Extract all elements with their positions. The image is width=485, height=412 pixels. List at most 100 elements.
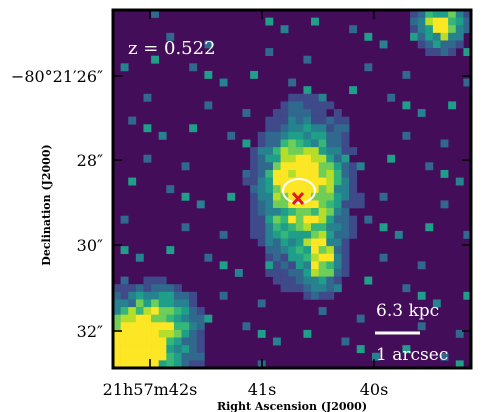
image-pixel	[135, 307, 144, 315]
image-pixel	[356, 192, 365, 201]
image-pixel	[440, 139, 449, 148]
image-pixel	[257, 299, 266, 308]
image-pixel	[311, 253, 319, 262]
image-pixel	[318, 215, 327, 224]
image-pixel	[303, 124, 312, 133]
image-pixel	[288, 169, 297, 178]
image-pixel	[143, 360, 152, 369]
image-pixel	[272, 261, 281, 270]
image-pixel	[341, 246, 350, 255]
image-pixel	[173, 299, 182, 308]
image-pixel	[272, 246, 281, 255]
image-pixel	[120, 276, 129, 285]
image-pixel	[135, 284, 144, 293]
image-pixel	[311, 200, 319, 209]
image-pixel	[311, 101, 319, 110]
image-pixel	[265, 230, 274, 239]
image-pixel	[318, 276, 327, 285]
image-pixel	[349, 169, 358, 178]
image-pixel	[143, 291, 152, 300]
image-pixel	[288, 147, 297, 156]
image-pixel	[151, 329, 160, 338]
image-pixel	[425, 40, 434, 49]
image-pixel	[166, 307, 175, 315]
image-pixel	[181, 299, 190, 308]
image-pixel	[303, 185, 312, 194]
image-pixel	[303, 276, 312, 285]
image-pixel	[265, 192, 274, 201]
image-pixel	[257, 147, 266, 156]
image-pixel	[303, 208, 312, 216]
image-pixel	[242, 169, 251, 178]
image-pixel	[158, 276, 167, 285]
image-pixel	[189, 329, 198, 338]
image-pixel	[280, 223, 289, 232]
image-pixel	[181, 291, 190, 300]
image-pixel	[204, 40, 213, 49]
image-pixel	[311, 162, 319, 171]
image-pixel	[288, 124, 297, 133]
image-pixel	[295, 162, 304, 171]
image-pixel	[280, 200, 289, 209]
image-pixel	[143, 284, 152, 293]
image-pixel	[288, 230, 297, 239]
image-pixel	[349, 215, 358, 224]
image-pixel	[242, 139, 251, 148]
image-pixel	[318, 116, 327, 125]
image-pixel	[272, 162, 281, 171]
image-pixel	[265, 139, 274, 148]
image-pixel	[318, 131, 327, 140]
image-pixel	[219, 261, 228, 270]
image-pixel	[311, 284, 319, 293]
image-pixel	[455, 360, 464, 369]
image-pixel	[166, 345, 175, 354]
image-pixel	[326, 261, 335, 270]
image-pixel	[272, 116, 281, 125]
image-pixel	[158, 322, 167, 331]
image-pixel	[135, 299, 144, 308]
image-pixel	[326, 154, 335, 163]
image-pixel	[173, 307, 182, 315]
image-pixel	[280, 109, 289, 117]
image-pixel	[128, 345, 137, 354]
image-pixel	[326, 284, 335, 293]
image-pixel	[272, 337, 281, 346]
image-pixel	[448, 17, 457, 26]
image-pixel	[173, 352, 182, 361]
y-tick-label: 28″	[77, 151, 103, 170]
image-pixel	[272, 223, 281, 232]
image-pixel	[318, 223, 327, 232]
image-pixel	[272, 139, 281, 148]
image-pixel	[181, 307, 190, 315]
image-pixel	[341, 185, 350, 194]
image-pixel	[311, 215, 319, 224]
image-pixel	[143, 345, 152, 354]
image-pixel	[196, 329, 205, 338]
image-pixel	[151, 337, 160, 346]
image-pixel	[272, 215, 281, 224]
image-pixel	[265, 238, 274, 247]
image-pixel	[326, 101, 335, 110]
image-pixel	[311, 208, 319, 216]
image-pixel	[402, 70, 411, 79]
image-pixel	[387, 154, 396, 163]
image-pixel	[333, 230, 342, 239]
image-pixel	[143, 276, 152, 285]
image-pixel	[288, 116, 297, 125]
image-pixel	[128, 329, 137, 338]
image-pixel	[448, 101, 457, 110]
image-pixel	[417, 25, 426, 34]
image-pixel	[448, 48, 457, 57]
image-pixel	[280, 101, 289, 110]
image-pixel	[303, 101, 312, 110]
image-pixel	[158, 329, 167, 338]
y-axis-title: Declination (J2000)	[40, 144, 53, 265]
image-pixel	[288, 284, 297, 293]
image-pixel	[295, 131, 304, 140]
image-pixel	[120, 215, 129, 224]
image-pixel	[280, 230, 289, 239]
image-pixel	[120, 337, 129, 346]
image-pixel	[272, 154, 281, 163]
image-pixel	[250, 192, 259, 201]
image-pixel	[333, 246, 342, 255]
